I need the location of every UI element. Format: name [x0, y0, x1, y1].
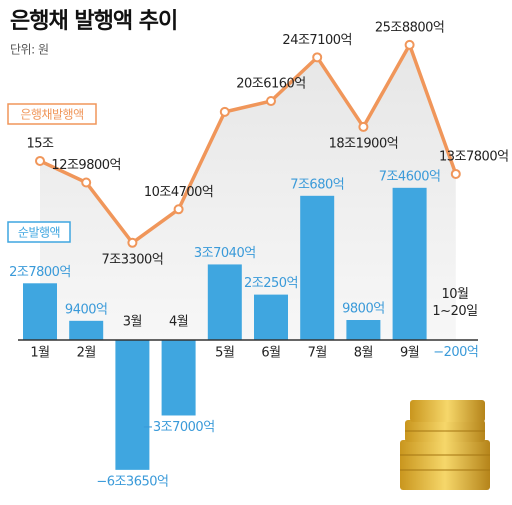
- data-label: 15조: [26, 136, 54, 151]
- line-point: [450, 168, 461, 179]
- data-label: 25조8800억: [375, 20, 445, 35]
- x-tick-label: 10월 1~20일: [432, 287, 478, 319]
- data-label: 12조9800억: [51, 158, 121, 173]
- line-area: [40, 44, 456, 340]
- legend-box: [7, 103, 97, 125]
- bar: [23, 283, 57, 340]
- bar: [392, 187, 427, 340]
- x-tick-label: 6월: [261, 346, 280, 361]
- subtitle: 단위: 원: [10, 43, 48, 57]
- bar: [207, 264, 242, 340]
- legend-label: 은행채발행액: [20, 107, 83, 122]
- bar: [161, 340, 196, 416]
- x-tick-label: 9월: [400, 346, 419, 361]
- bar: [69, 320, 104, 340]
- x-tick-label: 8월: [354, 346, 373, 361]
- line-point: [312, 52, 323, 63]
- data-label: 24조7100억: [282, 33, 352, 48]
- bar: [115, 340, 150, 470]
- data-label: 3조7040억: [194, 246, 256, 261]
- data-label: 10조4700억: [144, 185, 214, 200]
- line-point: [127, 237, 138, 248]
- data-label: 20조6160억: [236, 77, 306, 92]
- data-label: 7조680억: [290, 177, 344, 192]
- x-tick-label: 1월: [30, 346, 49, 361]
- data-label: −3조7000억: [143, 420, 215, 435]
- x-tick-label: 2월: [77, 346, 96, 361]
- line-point: [266, 96, 276, 107]
- line: [39, 43, 458, 245]
- bar: [300, 195, 335, 340]
- legend-label: 순발행액: [18, 225, 60, 240]
- chart-title: 은행채 발행액 추이: [10, 9, 177, 34]
- x-tick-label: 4월: [169, 315, 188, 330]
- data-label: 2조250억: [244, 276, 298, 291]
- money-icon: [400, 400, 490, 490]
- line-point: [404, 39, 415, 50]
- data-label: 13조7800억: [439, 149, 509, 164]
- line-point: [219, 106, 230, 117]
- data-label: 18조1900억: [329, 136, 399, 151]
- bar: [346, 320, 381, 340]
- data-label: 9400억: [65, 302, 108, 317]
- line-point: [173, 204, 184, 215]
- x-tick-label: 5월: [215, 346, 234, 361]
- data-label: 9800억: [342, 302, 385, 317]
- line-point: [358, 121, 369, 132]
- data-label: −200억: [433, 345, 478, 360]
- x-tick-label: 3월: [123, 315, 142, 330]
- line-point: [81, 177, 92, 188]
- data-label: 7조4600억: [379, 169, 441, 184]
- data-label: 2조7800억: [9, 265, 71, 280]
- line-point: [35, 155, 45, 166]
- legend-box: [7, 221, 71, 243]
- data-label: 7조3300억: [102, 252, 164, 267]
- bar: [254, 294, 288, 340]
- data-label: −6조3650억: [96, 474, 168, 489]
- x-tick-label: 7월: [308, 346, 327, 361]
